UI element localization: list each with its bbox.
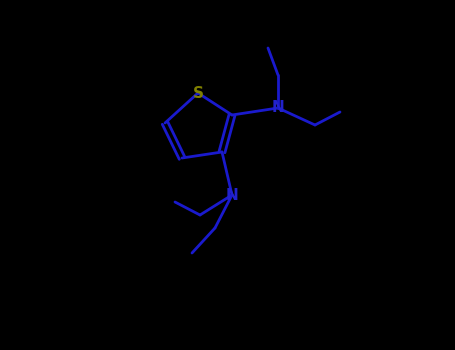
Text: N: N [272,100,284,116]
Text: N: N [226,188,238,203]
Text: S: S [192,85,203,100]
